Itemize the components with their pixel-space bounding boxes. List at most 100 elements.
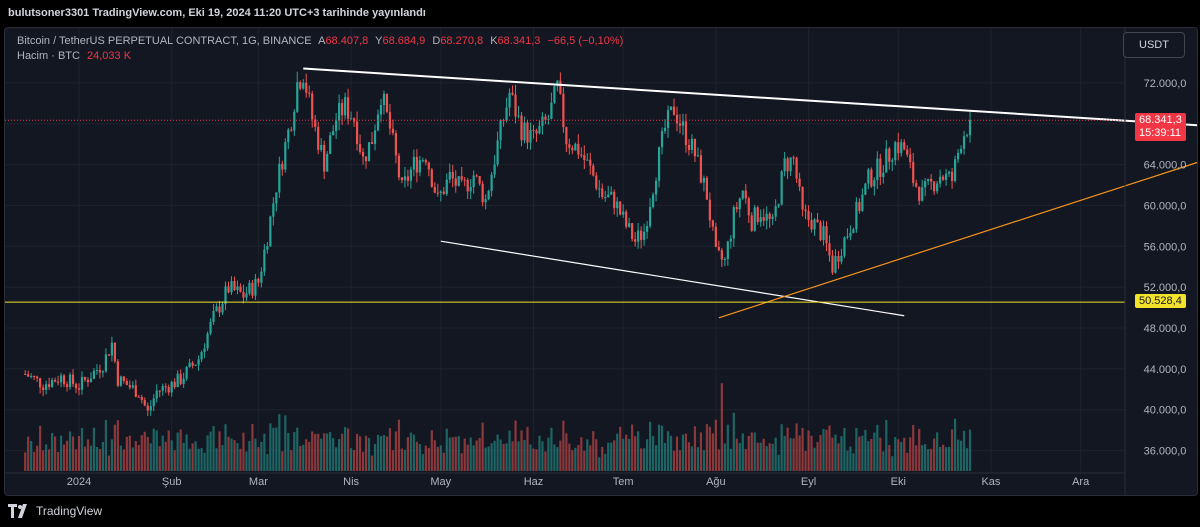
volume-bar	[33, 451, 36, 471]
candle-body	[825, 226, 828, 244]
volume-bar	[56, 452, 60, 471]
volume-bar	[804, 451, 807, 471]
candle-body	[284, 142, 287, 170]
candle-body	[693, 138, 697, 157]
candle-body	[490, 174, 493, 191]
last-price-tag: 68.341,3 15:39:11	[1135, 113, 1186, 142]
volume-bar	[104, 419, 108, 471]
volume-bar	[77, 436, 81, 471]
candle-body	[840, 255, 843, 262]
volume-bar	[732, 412, 735, 471]
volume-bar	[361, 451, 365, 471]
candle-body	[110, 342, 113, 356]
candle-body	[717, 247, 720, 251]
candle-body	[323, 145, 326, 172]
currency-button[interactable]: USDT	[1123, 32, 1185, 58]
volume-bar	[74, 449, 78, 471]
candle-body	[663, 127, 667, 132]
volume-label: Hacim · BTC	[17, 50, 80, 62]
candle-body	[302, 82, 305, 89]
candle-body	[867, 169, 870, 184]
candle-body	[122, 376, 125, 381]
candle-body	[347, 97, 350, 119]
candle-body	[675, 114, 679, 124]
candle-body	[672, 106, 676, 115]
candle-body	[897, 142, 900, 154]
volume-bar	[388, 428, 392, 471]
candle-body	[370, 142, 374, 144]
volume-bar	[795, 423, 798, 471]
candle-body	[221, 304, 224, 313]
candle-body	[945, 173, 948, 180]
volume-bar	[690, 446, 694, 471]
volume-bar	[789, 438, 792, 471]
time-tick-label: Kas	[981, 476, 1000, 488]
volume-bar	[457, 436, 460, 471]
volume-bar	[209, 431, 212, 471]
price-chart[interactable]: 72.000,068.000,064.000,060.000,056.000,0…	[5, 28, 1197, 495]
candle-body	[780, 171, 783, 205]
volume-bar	[466, 444, 469, 471]
candle-body	[338, 103, 341, 121]
candle-body	[352, 118, 356, 122]
volume-bar	[959, 440, 963, 471]
volume-bar	[511, 441, 514, 471]
candle-body	[535, 130, 538, 134]
volume-bar	[290, 450, 293, 471]
volume-bar	[714, 419, 717, 471]
volume-bar	[825, 429, 828, 471]
volume-bar	[798, 435, 801, 471]
candle-body	[526, 122, 529, 143]
candle-body	[179, 373, 182, 384]
candle-body	[538, 125, 541, 134]
candle-body	[681, 121, 685, 126]
volume-bar	[179, 429, 182, 471]
candle-body	[469, 187, 472, 192]
candle-body	[92, 370, 96, 379]
volume-bar	[391, 450, 395, 471]
candle-body	[233, 281, 236, 290]
volume-bar	[861, 435, 864, 471]
volume-bar	[541, 441, 544, 471]
candle-body	[254, 278, 257, 296]
candle-body	[885, 148, 888, 173]
chart-panel[interactable]: 72.000,068.000,064.000,060.000,056.000,0…	[4, 27, 1198, 496]
candle-body	[236, 286, 239, 290]
volume-bar	[813, 447, 816, 471]
candle-body	[729, 238, 732, 242]
volume-bar	[613, 440, 616, 471]
candle-body	[648, 207, 652, 227]
volume-bar	[421, 454, 424, 471]
candle-body	[71, 374, 75, 385]
volume-bar	[738, 443, 741, 471]
volume-bar	[48, 449, 51, 471]
volume-bar	[699, 432, 703, 471]
candle-body	[397, 155, 401, 178]
volume-bar	[918, 428, 921, 471]
candle-body	[448, 172, 451, 180]
candle-body	[669, 106, 673, 111]
volume-bar	[125, 436, 128, 471]
volume-bar	[950, 429, 954, 471]
candle-body	[571, 147, 574, 151]
candle-body	[499, 120, 502, 141]
volume-bar	[744, 449, 747, 471]
candle-body	[720, 250, 723, 260]
tradingview-logo[interactable]: TradingView	[8, 504, 102, 518]
candle-body	[272, 203, 275, 217]
volume-bar	[517, 441, 520, 471]
candle-body	[152, 398, 155, 407]
volume-bar	[59, 435, 63, 471]
candle-body	[206, 333, 209, 349]
volume-bar	[143, 431, 146, 471]
candle-body	[956, 152, 960, 160]
candle-body	[487, 190, 490, 200]
volume-bar	[358, 436, 362, 471]
volume-bar	[341, 433, 344, 471]
candle-body	[439, 191, 442, 193]
volume-bar	[741, 433, 744, 471]
candle-body	[654, 180, 658, 195]
candle-body	[933, 181, 936, 192]
candle-body	[53, 379, 57, 382]
volume-bar	[723, 443, 726, 471]
